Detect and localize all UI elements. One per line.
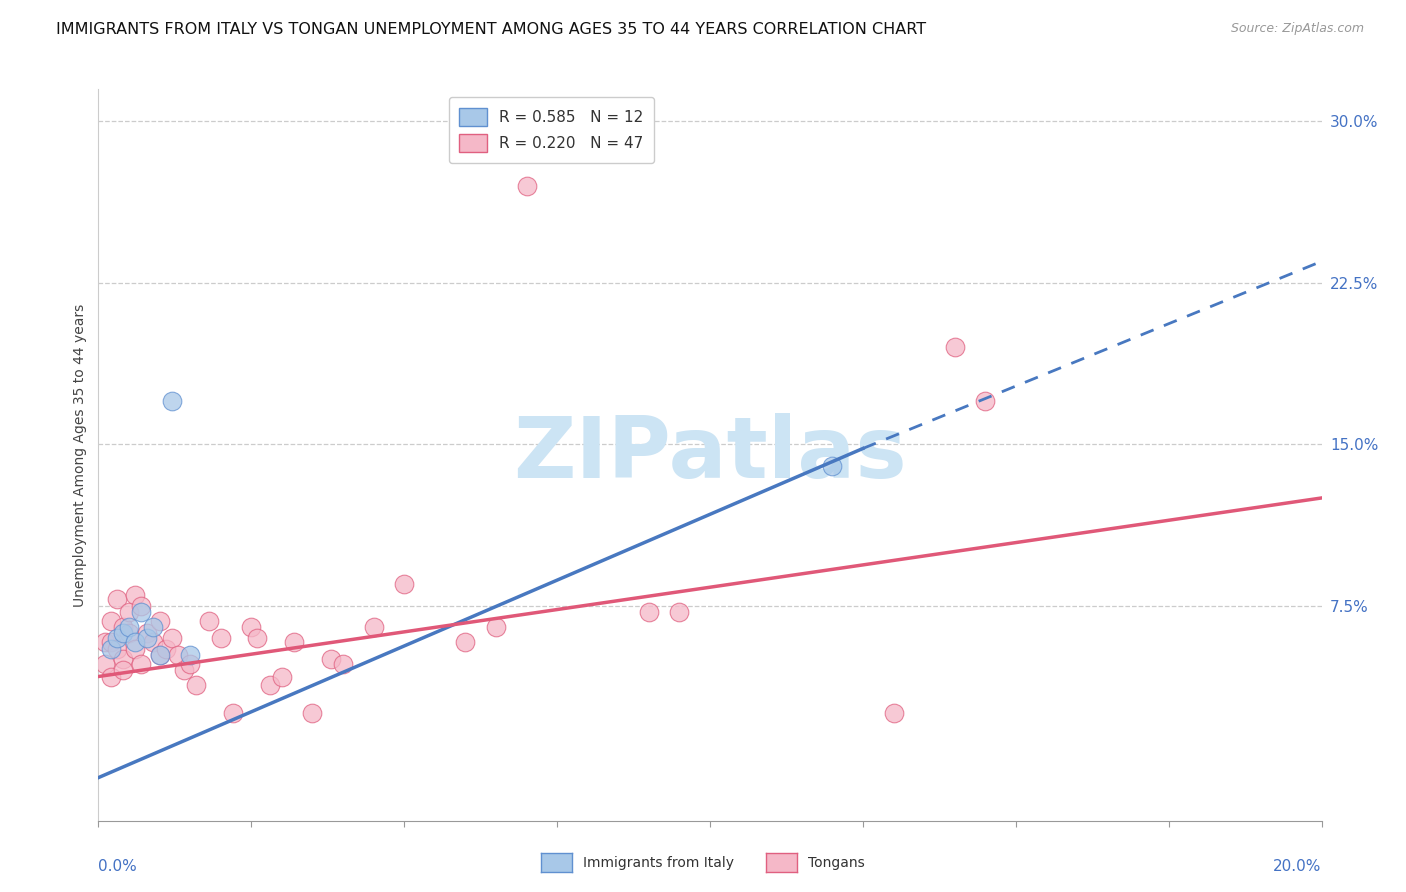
Point [363, 620, 385, 634]
Point [129, 657, 152, 671]
Point [883, 706, 905, 720]
Point [259, 678, 281, 692]
Point [179, 657, 201, 671]
Point [246, 631, 269, 645]
Point [100, 635, 122, 649]
Point [118, 620, 141, 634]
Point [100, 641, 122, 656]
Point [943, 340, 966, 354]
Text: Immigrants from Italy: Immigrants from Italy [583, 855, 734, 870]
Point [516, 179, 538, 194]
Point [173, 663, 195, 677]
Text: 20.0%: 20.0% [1274, 859, 1322, 874]
Point [100, 669, 122, 683]
Point [142, 620, 165, 634]
Point [105, 641, 128, 656]
Point [319, 652, 342, 666]
Point [392, 577, 416, 591]
Point [142, 635, 165, 649]
Point [129, 605, 152, 619]
Point [111, 620, 134, 634]
Point [111, 626, 134, 640]
Text: ZIPatlas: ZIPatlas [513, 413, 907, 497]
Point [118, 605, 141, 619]
Point [186, 678, 208, 692]
Point [332, 657, 354, 671]
Legend: R = 0.585   N = 12, R = 0.220   N = 47: R = 0.585 N = 12, R = 0.220 N = 47 [449, 97, 654, 163]
Point [93, 657, 115, 671]
Point [149, 648, 172, 662]
Point [129, 599, 152, 613]
Point [283, 635, 305, 649]
Point [209, 631, 232, 645]
Point [149, 614, 172, 628]
Text: IMMIGRANTS FROM ITALY VS TONGAN UNEMPLOYMENT AMONG AGES 35 TO 44 YEARS CORRELATI: IMMIGRANTS FROM ITALY VS TONGAN UNEMPLOY… [56, 22, 927, 37]
Point [637, 605, 661, 619]
Point [821, 458, 844, 473]
Point [240, 620, 263, 634]
Y-axis label: Unemployment Among Ages 35 to 44 years: Unemployment Among Ages 35 to 44 years [73, 303, 87, 607]
Point [149, 648, 172, 662]
Point [136, 631, 159, 645]
Point [155, 641, 177, 656]
Point [124, 641, 146, 656]
Point [160, 394, 183, 409]
Point [105, 631, 128, 645]
Text: Tongans: Tongans [808, 855, 865, 870]
Point [179, 648, 201, 662]
Text: 0.0%: 0.0% [98, 859, 138, 874]
Point [668, 605, 690, 619]
Point [111, 652, 134, 666]
Point [160, 631, 183, 645]
Point [93, 635, 115, 649]
Point [222, 706, 245, 720]
Point [485, 620, 508, 634]
Point [105, 592, 128, 607]
Point [454, 635, 477, 649]
Point [136, 626, 159, 640]
Point [270, 669, 292, 683]
Point [100, 614, 122, 628]
Point [118, 626, 141, 640]
Point [111, 663, 134, 677]
Point [301, 706, 323, 720]
Point [167, 648, 190, 662]
Point [124, 635, 146, 649]
Point [974, 394, 997, 409]
Point [124, 588, 146, 602]
Text: Source: ZipAtlas.com: Source: ZipAtlas.com [1230, 22, 1364, 36]
Point [197, 614, 219, 628]
